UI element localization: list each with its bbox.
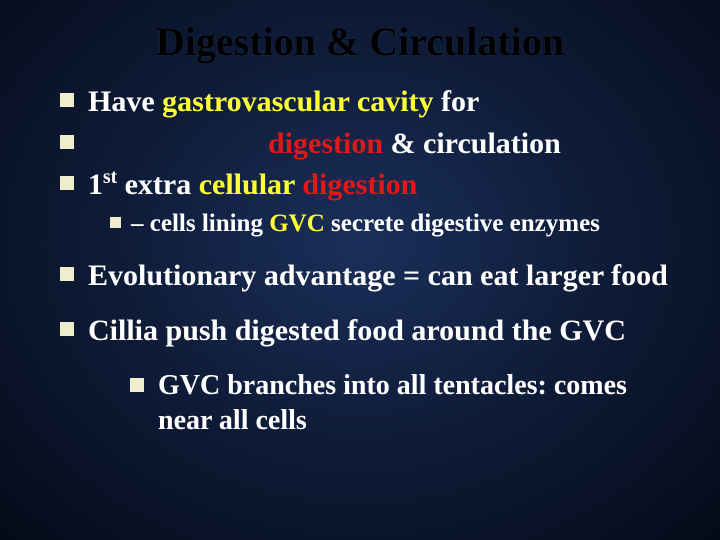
line-3-text: 1st extra cellular digestion (88, 166, 417, 204)
line-4-text: – cells lining GVC secrete digestive enz… (131, 208, 600, 239)
slide-body: Have gastrovascular cavity for digestion… (0, 73, 720, 438)
l3-seg2: extra (117, 168, 199, 201)
line-7-text: GVC branches into all tentacles: comes n… (158, 368, 680, 438)
bullet-line-3: 1st extra cellular digestion (60, 166, 680, 204)
bullet-line-5: Evolutionary advantage = can eat larger … (60, 257, 680, 295)
slide-title: Digestion & Circulation (0, 0, 720, 73)
square-bullet-icon (60, 267, 74, 281)
spacer (60, 354, 680, 368)
square-bullet-icon (110, 217, 121, 228)
bullet-line-2: digestion & circulation (60, 125, 680, 163)
spacer (60, 243, 680, 257)
l4-seg1: – cells lining (131, 210, 269, 237)
line-2-text: digestion & circulation (88, 125, 561, 163)
spacer (60, 298, 680, 312)
square-bullet-icon (60, 176, 74, 190)
square-bullet-icon (60, 322, 74, 336)
square-bullet-icon (130, 378, 144, 392)
l1-seg1: Have (88, 85, 162, 118)
l3-seg4: digestion (302, 168, 417, 201)
l1-seg2: gastrovascular cavity (162, 85, 433, 118)
l3-seg1: 1 (88, 168, 103, 201)
l1-seg3: for (434, 85, 480, 118)
l4-seg3: secrete digestive enzymes (325, 210, 600, 237)
line-5-text: Evolutionary advantage = can eat larger … (88, 257, 668, 295)
square-bullet-icon (60, 135, 74, 149)
bullet-line-6: Cillia push digested food around the GVC (60, 312, 680, 350)
sub-bullet-line-7: GVC branches into all tentacles: comes n… (60, 368, 680, 438)
l3-seg3: cellular (199, 168, 303, 201)
l2-seg2: digestion (268, 127, 391, 160)
sub-bullet-line-4: – cells lining GVC secrete digestive enz… (60, 208, 680, 239)
line-6-text: Cillia push digested food around the GVC (88, 312, 626, 350)
l3-sup: st (103, 167, 117, 188)
bullet-line-1: Have gastrovascular cavity for (60, 83, 680, 121)
l2-seg3: & circulation (391, 127, 561, 160)
line-1-text: Have gastrovascular cavity for (88, 83, 479, 121)
l4-seg2: GVC (269, 210, 325, 237)
square-bullet-icon (60, 93, 74, 107)
